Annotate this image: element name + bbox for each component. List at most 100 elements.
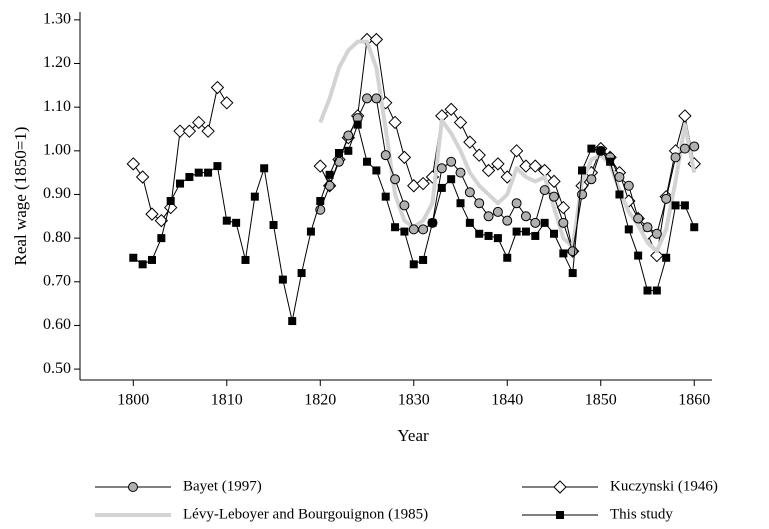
- data-point: [550, 229, 558, 238]
- series-line: [132, 39, 695, 257]
- data-point: [446, 156, 457, 167]
- data-point: [250, 192, 259, 201]
- data-point: [539, 185, 550, 196]
- data-point: [409, 260, 418, 269]
- data-point: [521, 227, 530, 236]
- data-point: [642, 222, 653, 233]
- data-point: [520, 211, 531, 222]
- y-tick-label: 1.10: [43, 98, 71, 115]
- data-point: [512, 227, 521, 236]
- data-point: [333, 156, 344, 167]
- data-point: [678, 109, 692, 123]
- data-point: [549, 191, 559, 202]
- data-point: [176, 179, 185, 188]
- data-point: [381, 192, 390, 201]
- x-axis-label: Year: [397, 426, 429, 445]
- data-point: [316, 197, 325, 206]
- data-point: [558, 217, 569, 228]
- data-point: [135, 170, 150, 184]
- data-point: [671, 201, 680, 210]
- data-point: [596, 146, 605, 155]
- data-point: [278, 275, 287, 284]
- data-point: [651, 228, 662, 239]
- data-point: [652, 286, 661, 295]
- data-point: [662, 253, 671, 262]
- data-point: [493, 234, 502, 243]
- data-point: [428, 218, 437, 227]
- data-point: [416, 176, 430, 191]
- data-point: [465, 218, 474, 227]
- legend-label: Kuczynski (1946): [610, 478, 718, 494]
- data-point: [481, 163, 496, 178]
- data-point: [586, 174, 597, 185]
- data-point: [313, 159, 327, 173]
- data-point: [661, 193, 672, 204]
- x-tick-label: 1840: [491, 392, 523, 409]
- data-point: [166, 197, 175, 206]
- legend-marker: [128, 482, 138, 492]
- data-point: [297, 269, 306, 278]
- data-point: [540, 218, 549, 227]
- data-point: [447, 175, 456, 184]
- data-point: [455, 167, 466, 178]
- data-point: [399, 200, 410, 211]
- data-point: [474, 198, 485, 209]
- data-point: [126, 157, 140, 171]
- data-point: [418, 224, 429, 235]
- data-point: [145, 207, 159, 221]
- data-point: [568, 269, 577, 278]
- data-point: [633, 213, 644, 224]
- data-point: [456, 199, 465, 208]
- data-point: [397, 150, 412, 165]
- data-point: [437, 183, 446, 192]
- y-tick-label: 0.50: [43, 360, 71, 377]
- data-point: [436, 163, 447, 174]
- series-line: [318, 39, 697, 254]
- data-point: [363, 157, 372, 166]
- data-point: [157, 234, 166, 243]
- data-point: [325, 170, 334, 179]
- data-point: [634, 251, 643, 260]
- data-point: [306, 227, 315, 236]
- data-point: [679, 143, 690, 154]
- data-point: [173, 124, 187, 138]
- data-point: [362, 93, 373, 104]
- data-point: [528, 159, 543, 173]
- y-tick-label: 0.90: [43, 185, 71, 202]
- data-point: [475, 229, 484, 238]
- data-point: [503, 253, 512, 262]
- data-point: [614, 172, 625, 183]
- data-point: [390, 174, 401, 185]
- x-tick-label: 1860: [678, 392, 710, 409]
- data-point: [464, 187, 475, 198]
- data-point: [138, 260, 147, 269]
- data-point: [344, 146, 353, 155]
- data-point: [453, 115, 468, 130]
- data-point: [241, 255, 250, 264]
- legend-label: Lévy-Leboyer and Bourgouignon (1985): [183, 506, 428, 522]
- data-point: [689, 141, 700, 152]
- data-point: [502, 215, 513, 226]
- x-tick-label: 1850: [585, 392, 617, 409]
- data-point: [369, 32, 384, 47]
- data-point: [372, 166, 381, 175]
- data-point: [492, 206, 503, 217]
- data-point: [670, 152, 681, 163]
- y-tick-label: 0.80: [43, 229, 71, 246]
- data-point: [220, 96, 234, 110]
- data-point: [567, 246, 578, 257]
- data-point: [556, 200, 571, 215]
- y-axis-label: Real wage (1850=1): [11, 127, 30, 266]
- data-point: [444, 102, 458, 117]
- y-tick-label: 0.70: [43, 272, 71, 289]
- y-tick-label: 1.20: [43, 54, 71, 71]
- data-point: [690, 223, 699, 232]
- data-point: [606, 157, 615, 166]
- data-point: [260, 164, 269, 173]
- data-point: [559, 249, 568, 258]
- data-point: [484, 231, 493, 240]
- data-point: [147, 255, 156, 264]
- data-point: [500, 170, 514, 184]
